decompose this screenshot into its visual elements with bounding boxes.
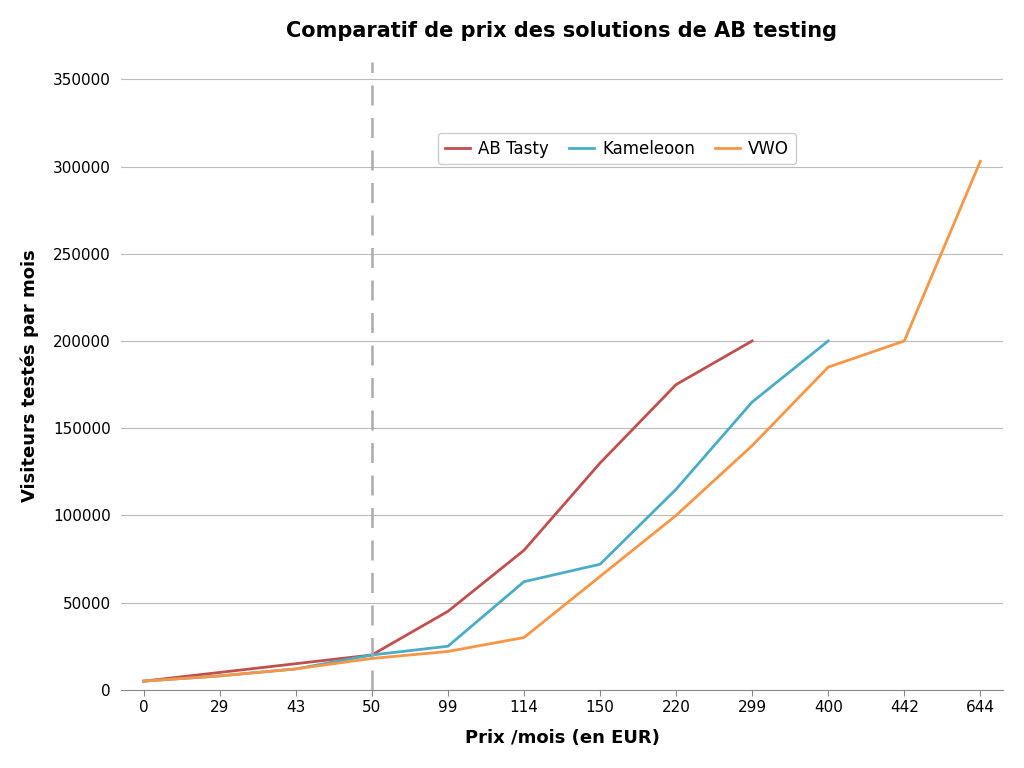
VWO [670,511,682,520]
Kameleoon [670,485,682,494]
Kameleoon [822,336,835,346]
AB Tasty [441,607,454,616]
AB Tasty [670,380,682,389]
AB Tasty [290,659,302,668]
AB Tasty [746,336,759,346]
VWO [137,677,150,686]
Kameleoon [594,560,606,569]
VWO [366,654,378,663]
Kameleoon [441,641,454,650]
Kameleoon [137,677,150,686]
Kameleoon [746,397,759,406]
VWO [898,336,910,346]
VWO [290,664,302,674]
Kameleoon [290,664,302,674]
Line: AB Tasty: AB Tasty [143,341,753,681]
Title: Comparatif de prix des solutions de AB testing: Comparatif de prix des solutions de AB t… [287,21,838,41]
AB Tasty [594,458,606,468]
VWO [214,671,226,680]
Kameleoon [518,577,530,586]
VWO [594,572,606,581]
Legend: AB Tasty, Kameleoon, VWO: AB Tasty, Kameleoon, VWO [438,133,796,164]
VWO [518,633,530,642]
Line: VWO: VWO [143,161,980,681]
Kameleoon [214,671,226,680]
VWO [746,441,759,450]
VWO [822,362,835,372]
AB Tasty [214,668,226,677]
VWO [974,157,986,166]
AB Tasty [366,650,378,660]
AB Tasty [137,677,150,686]
VWO [441,647,454,656]
AB Tasty [518,546,530,555]
Kameleoon [366,650,378,660]
X-axis label: Prix /mois (en EUR): Prix /mois (en EUR) [465,729,659,747]
Y-axis label: Visiteurs testés par mois: Visiteurs testés par mois [20,250,39,502]
Line: Kameleoon: Kameleoon [143,341,828,681]
